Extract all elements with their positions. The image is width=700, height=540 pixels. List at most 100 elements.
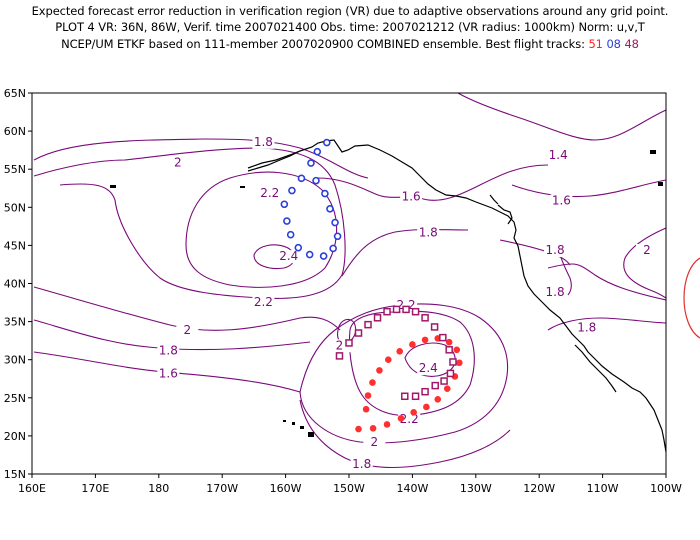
contour-1-8-mid — [341, 228, 469, 277]
flight-track-51-marker — [383, 421, 391, 428]
flight-track-48-marker — [401, 392, 409, 401]
island-canada-1 — [650, 150, 656, 154]
header-line-2: PLOT 4 VR: 36N, 86W, Verif. time 2007021… — [55, 20, 645, 34]
contour-label-bg — [277, 250, 300, 264]
contour-2-small-loop — [336, 318, 357, 344]
flight-track-51 — [355, 335, 463, 433]
contour-label: 1.8 — [352, 457, 371, 471]
track-label-51: 51 — [588, 37, 603, 51]
x-tick-label: 170W — [206, 482, 238, 495]
flight-track-48-marker — [354, 329, 363, 337]
contour-1-6-east — [511, 179, 666, 198]
track-label-48: 48 — [624, 37, 639, 51]
flight-track-08-marker — [283, 217, 291, 225]
contour-label: 2.4 — [279, 249, 298, 263]
contour-label: 2.2 — [260, 186, 279, 200]
flight-track-51-marker — [369, 424, 377, 432]
contour-label: 2 — [371, 435, 379, 449]
x-tick-label: 120W — [523, 482, 555, 495]
header-line-3: NCEP/UM ETKF based on 111-member 2007020… — [0, 37, 700, 51]
contour-label-bg — [400, 190, 423, 204]
flight-track-08-marker — [313, 147, 322, 156]
flight-track-48-marker — [445, 346, 453, 354]
flight-track-08-marker — [294, 243, 303, 252]
contour-1-6-mid — [317, 164, 549, 201]
flight-track-48-marker — [431, 381, 439, 390]
verification-region-circle — [683, 257, 700, 339]
x-tick-label: 180 — [148, 482, 169, 495]
flight-track-08-marker — [323, 138, 331, 147]
contour-1-8-north — [33, 138, 369, 179]
flight-track-48-marker — [364, 320, 372, 329]
island-canada-2 — [658, 182, 663, 186]
flight-track-08-marker — [312, 176, 320, 185]
contour-label: 1.8 — [159, 344, 178, 358]
y-tick-label: 60N — [4, 125, 26, 138]
flight-track-51-marker — [445, 338, 453, 346]
contour-label: 2 — [174, 155, 182, 169]
contour-label: 1.6 — [552, 193, 571, 207]
flight-track-48-marker — [345, 339, 353, 347]
contour-label-bg — [398, 413, 421, 427]
y-tick-label: 55N — [4, 163, 26, 176]
island-hawaii-4 — [308, 432, 314, 437]
island-bering-2 — [240, 186, 245, 188]
flight-track-48-marker — [430, 323, 439, 331]
coastlines — [247, 139, 666, 453]
flight-track-51-marker — [443, 385, 451, 392]
y-tick-label: 65N — [4, 87, 26, 100]
contour-1-8-east-b — [547, 263, 666, 301]
contour-label: 2 — [184, 323, 192, 337]
flight-track-08-marker — [286, 230, 295, 239]
y-tick-label: 35N — [4, 316, 26, 329]
island-hawaii-3 — [300, 426, 304, 429]
contour-1-8-spur — [559, 253, 572, 296]
contour-label: 2 — [336, 338, 344, 352]
flight-track-51-marker — [369, 379, 376, 386]
x-tick-label: 150W — [333, 482, 365, 495]
contour-label: 2.2 — [254, 295, 273, 309]
contour-label: 1.8 — [577, 321, 596, 335]
flight-track-48-marker — [402, 305, 410, 314]
coast-baja — [574, 344, 617, 393]
contour-label: 2.4 — [419, 361, 438, 375]
contour-label-bg — [417, 362, 440, 376]
x-tick-label: 100W — [650, 482, 682, 495]
contour-label-bg — [547, 148, 570, 162]
islands — [110, 150, 663, 437]
coast-alaska-peninsula — [247, 150, 301, 172]
flight-track-08-marker — [305, 250, 314, 259]
contour-1-8-south — [299, 399, 511, 469]
contour-label: 2.2 — [397, 298, 416, 312]
contour-label-bg — [550, 194, 573, 208]
flight-track-08-marker — [297, 174, 306, 183]
header-line-1: Expected forecast error reduction in ver… — [31, 4, 669, 18]
contour-label-bg — [363, 436, 386, 450]
x-tick-label: 140W — [396, 482, 428, 495]
flight-track-08-marker — [333, 232, 342, 241]
flight-track-51-marker — [396, 348, 404, 355]
coast-bc-islands — [489, 194, 513, 225]
contour-label-bg — [350, 458, 373, 472]
flight-track-51-marker — [453, 346, 461, 354]
flight-track-51-marker — [434, 396, 442, 403]
plot-header: Expected forecast error reduction in ver… — [0, 0, 700, 80]
island-hawaii-1 — [283, 420, 286, 422]
contour-label: 1.8 — [546, 243, 565, 257]
contour-label: 1.8 — [546, 285, 565, 299]
y-tick-label: 50N — [4, 201, 26, 214]
flight-track-51-marker — [364, 392, 372, 399]
island-hawaii-2 — [292, 422, 295, 425]
header-line-3-text: NCEP/UM ETKF based on 111-member 2007020… — [61, 37, 585, 51]
flight-track-48-marker — [421, 387, 429, 396]
contour-label: 1.4 — [549, 148, 568, 162]
contour-label-bg — [157, 367, 180, 381]
flight-track-48-marker — [411, 307, 420, 316]
contour-label-bg — [258, 186, 281, 200]
contour-label: 1.6 — [159, 366, 178, 380]
track-label-08: 08 — [606, 37, 621, 51]
contour-label-bg — [635, 244, 658, 258]
flight-track-08-marker — [329, 244, 337, 253]
contour-label: 2 — [643, 243, 651, 257]
